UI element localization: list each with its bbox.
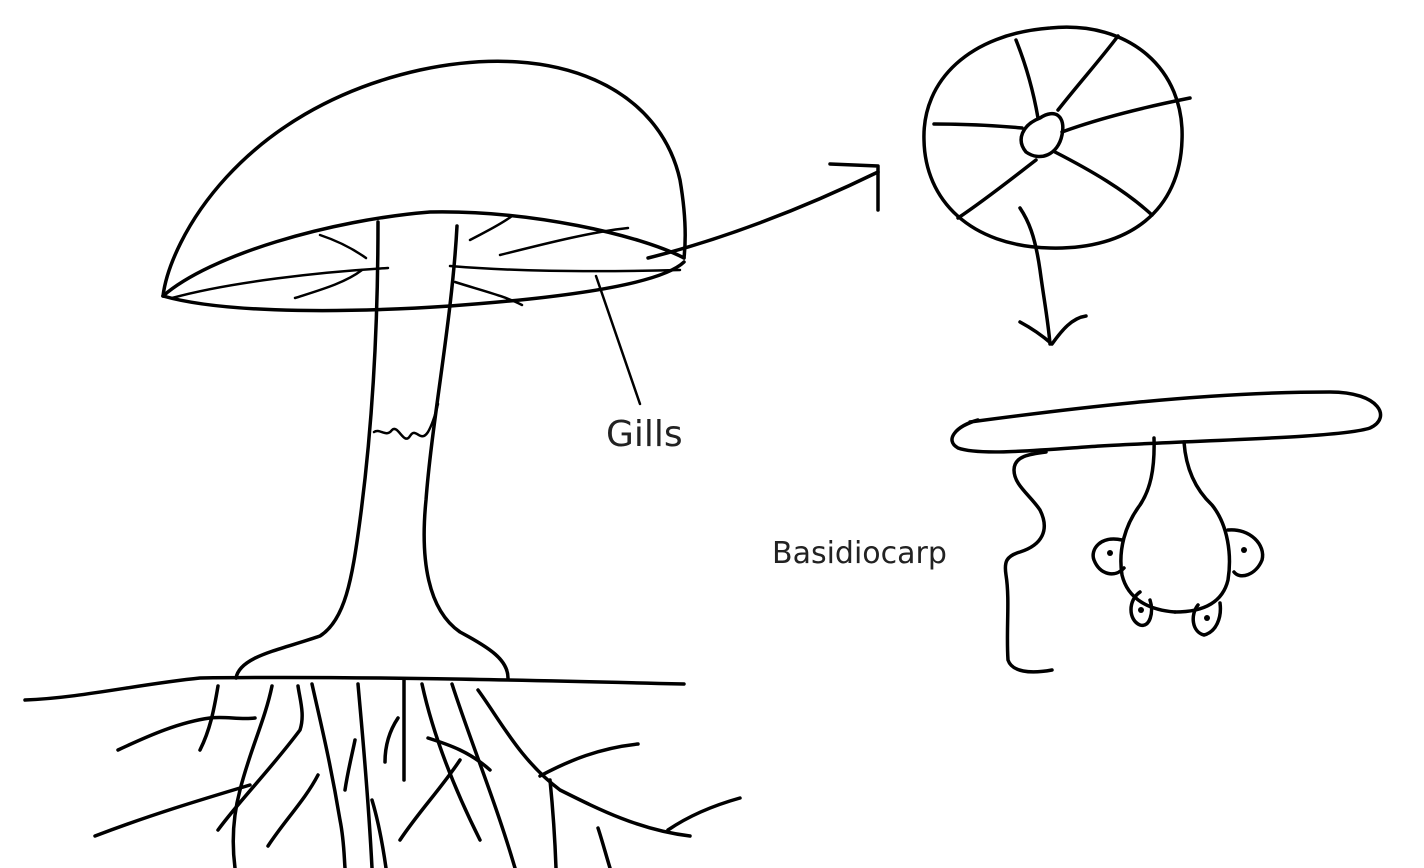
ground-and-mycelium [23, 675, 742, 868]
stalk-right [422, 224, 510, 680]
stalk-left [234, 220, 380, 680]
mushroom-cap [161, 59, 687, 313]
gills-label: Gills [606, 414, 683, 455]
arrow-to-basidium [1018, 206, 1088, 346]
mycelium-roots [93, 678, 742, 868]
gill-lines [170, 214, 682, 307]
basidiocarp-brace [1003, 450, 1054, 674]
stalk-ring [372, 402, 440, 440]
ground-line [23, 675, 686, 702]
basidium-right [1173, 440, 1232, 614]
gills-pointer-line [594, 274, 642, 406]
cap-top [161, 59, 687, 298]
gill-cross-section [922, 25, 1192, 250]
gill-plate [950, 390, 1383, 454]
basidiocarp-label: Basidiocarp [772, 536, 947, 571]
basidium [950, 390, 1383, 637]
cross-section-outline [922, 25, 1184, 250]
cap-rim-upper [161, 210, 686, 298]
mushroom-stalk [234, 220, 510, 680]
basidium-left [1119, 436, 1177, 614]
cross-section-spokes [932, 34, 1192, 220]
cross-section-center [1019, 112, 1065, 159]
arrow-to-cross-section [646, 162, 880, 260]
spores [1091, 528, 1265, 637]
